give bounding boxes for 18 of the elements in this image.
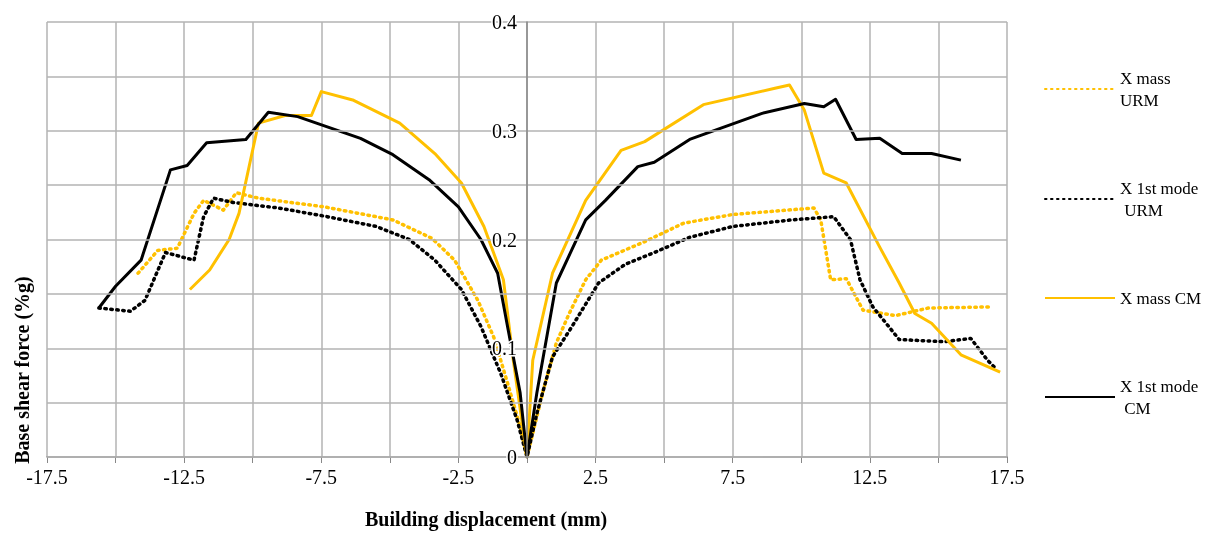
x-tick-label: -7.5 (305, 466, 338, 488)
y-tick-label: 0.3 (492, 119, 517, 142)
legend-label: X mass CM (1120, 288, 1202, 308)
y-tick-label: 0.4 (492, 11, 517, 33)
y-tick-label: 0 (507, 446, 517, 468)
x-tick-label: 17.5 (989, 466, 1025, 488)
legend-label: X mass URM (1120, 68, 1175, 110)
x-tick-label: -2.5 (442, 466, 475, 488)
x-tick-label: -17.5 (26, 466, 68, 488)
legend-label: X 1st mode URM (1120, 178, 1199, 220)
legend-label: X 1st mode CM (1120, 376, 1199, 418)
x-tick-label: 12.5 (852, 466, 888, 488)
y-axis-title: Base shear force (%g) (11, 276, 34, 464)
x-tick-label: 2.5 (583, 466, 609, 488)
x-tick-label: -12.5 (163, 466, 205, 488)
x-axis-title: Building displacement (mm) (365, 508, 608, 531)
y-tick-label: 0.2 (492, 228, 517, 251)
x-tick-label: 7.5 (720, 466, 746, 488)
